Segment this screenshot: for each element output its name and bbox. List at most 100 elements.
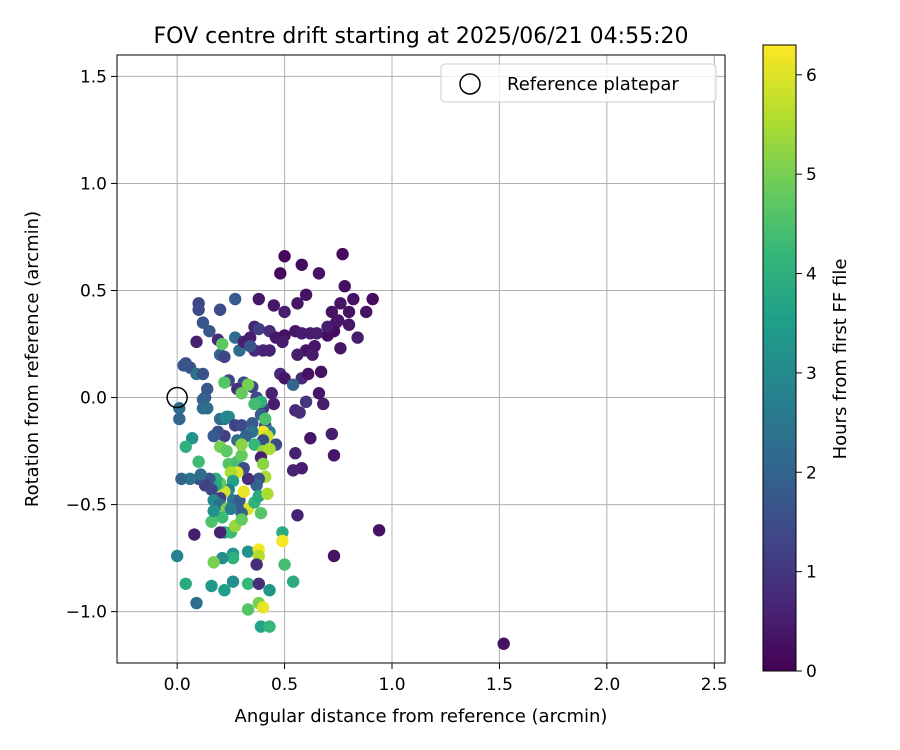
x-tick-label: 1.5 — [486, 675, 513, 695]
data-point — [216, 337, 229, 351]
axis-ticks: 0.0 0.5 1.0 1.5 2.0 2.5 −1.0 −0.5 0.0 0.5 1.0 1.5 — [66, 67, 728, 695]
data-point — [286, 464, 300, 477]
data-point — [196, 316, 210, 329]
legend: Reference platepar — [440, 63, 717, 103]
data-point — [321, 329, 334, 342]
data-point — [244, 339, 257, 353]
data-point — [291, 509, 304, 522]
data-point — [336, 247, 349, 261]
data-point — [235, 449, 248, 462]
y-tick-label: 0.5 — [80, 281, 107, 301]
data-point — [278, 372, 291, 385]
data-point — [291, 297, 304, 310]
data-point — [218, 350, 231, 364]
data-point — [263, 620, 276, 633]
data-point — [207, 504, 220, 518]
data-point — [235, 387, 248, 400]
data-point — [276, 335, 289, 349]
data-point — [276, 526, 289, 539]
data-point — [185, 432, 199, 445]
data-point — [299, 288, 313, 301]
x-tick-label: 0.0 — [164, 675, 191, 695]
data-point — [218, 376, 231, 389]
colorbar-tick-label: 0 — [806, 662, 817, 682]
data-point — [327, 449, 341, 462]
data-point — [312, 267, 326, 280]
data-point — [274, 267, 287, 280]
colorbar-tick-label: 3 — [806, 364, 817, 384]
data-point — [286, 575, 300, 588]
data-point — [241, 577, 255, 590]
colorbar-tick-label: 4 — [806, 265, 817, 285]
data-point — [306, 348, 319, 361]
chart-title: FOV centre drift starting at 2025/06/21 … — [154, 24, 689, 49]
data-point — [220, 444, 233, 458]
data-point — [312, 387, 326, 400]
legend-reference-marker — [459, 73, 481, 95]
data-point — [241, 378, 255, 391]
data-point — [207, 429, 220, 443]
plot-frame — [116, 54, 726, 664]
data-point — [196, 367, 210, 381]
colorbar-ticks: 0 1 2 3 4 5 6 — [796, 66, 817, 682]
data-point — [250, 558, 263, 571]
legend-box — [440, 63, 717, 103]
data-point — [261, 487, 274, 501]
data-point — [321, 320, 334, 334]
data-point — [175, 472, 188, 486]
data-point — [222, 410, 235, 424]
data-point — [278, 250, 291, 263]
data-point — [372, 524, 386, 537]
data-point — [286, 378, 300, 391]
x-tick-label: 0.5 — [271, 675, 298, 695]
data-point — [170, 549, 184, 563]
data-point — [205, 515, 218, 528]
data-point — [192, 455, 205, 468]
data-point — [226, 575, 240, 588]
data-point — [325, 305, 339, 319]
data-point — [334, 297, 347, 310]
data-point — [179, 577, 192, 590]
data-point — [173, 412, 186, 426]
data-point — [342, 318, 356, 331]
data-point — [241, 472, 255, 486]
reference-platepar-marker — [166, 386, 188, 409]
data-point — [213, 303, 227, 316]
y-tick-label: 0.0 — [80, 389, 107, 409]
data-point — [360, 305, 373, 319]
data-point — [241, 603, 255, 616]
colorbar — [762, 44, 797, 672]
y-tick-label: −1.0 — [66, 603, 107, 623]
data-point — [289, 446, 302, 460]
data-point — [224, 502, 238, 516]
data-point — [237, 485, 250, 498]
data-point — [173, 402, 186, 415]
y-axis-label: Rotation from reference (arcmin) — [22, 211, 43, 507]
data-point — [205, 579, 218, 593]
data-point — [246, 417, 259, 430]
data-point — [228, 292, 242, 306]
data-point — [342, 305, 356, 319]
data-point — [347, 292, 360, 306]
colorbar-tick-label: 2 — [806, 463, 817, 483]
x-axis-label: Angular distance from reference (arcmin) — [235, 706, 608, 727]
data-point — [267, 299, 281, 312]
data-point — [218, 584, 231, 597]
data-point — [194, 468, 207, 481]
data-point — [254, 620, 268, 633]
data-point — [295, 327, 308, 340]
data-point — [248, 438, 261, 451]
data-point — [201, 402, 214, 415]
data-point — [216, 511, 229, 524]
data-point — [291, 348, 304, 361]
x-tick-label: 1.0 — [378, 675, 405, 695]
data-point — [205, 483, 218, 496]
reference-marker-layer — [166, 386, 188, 409]
data-point — [366, 292, 379, 306]
data-point — [192, 303, 205, 316]
data-point — [302, 367, 315, 381]
data-point — [304, 432, 317, 445]
data-point — [235, 513, 248, 526]
